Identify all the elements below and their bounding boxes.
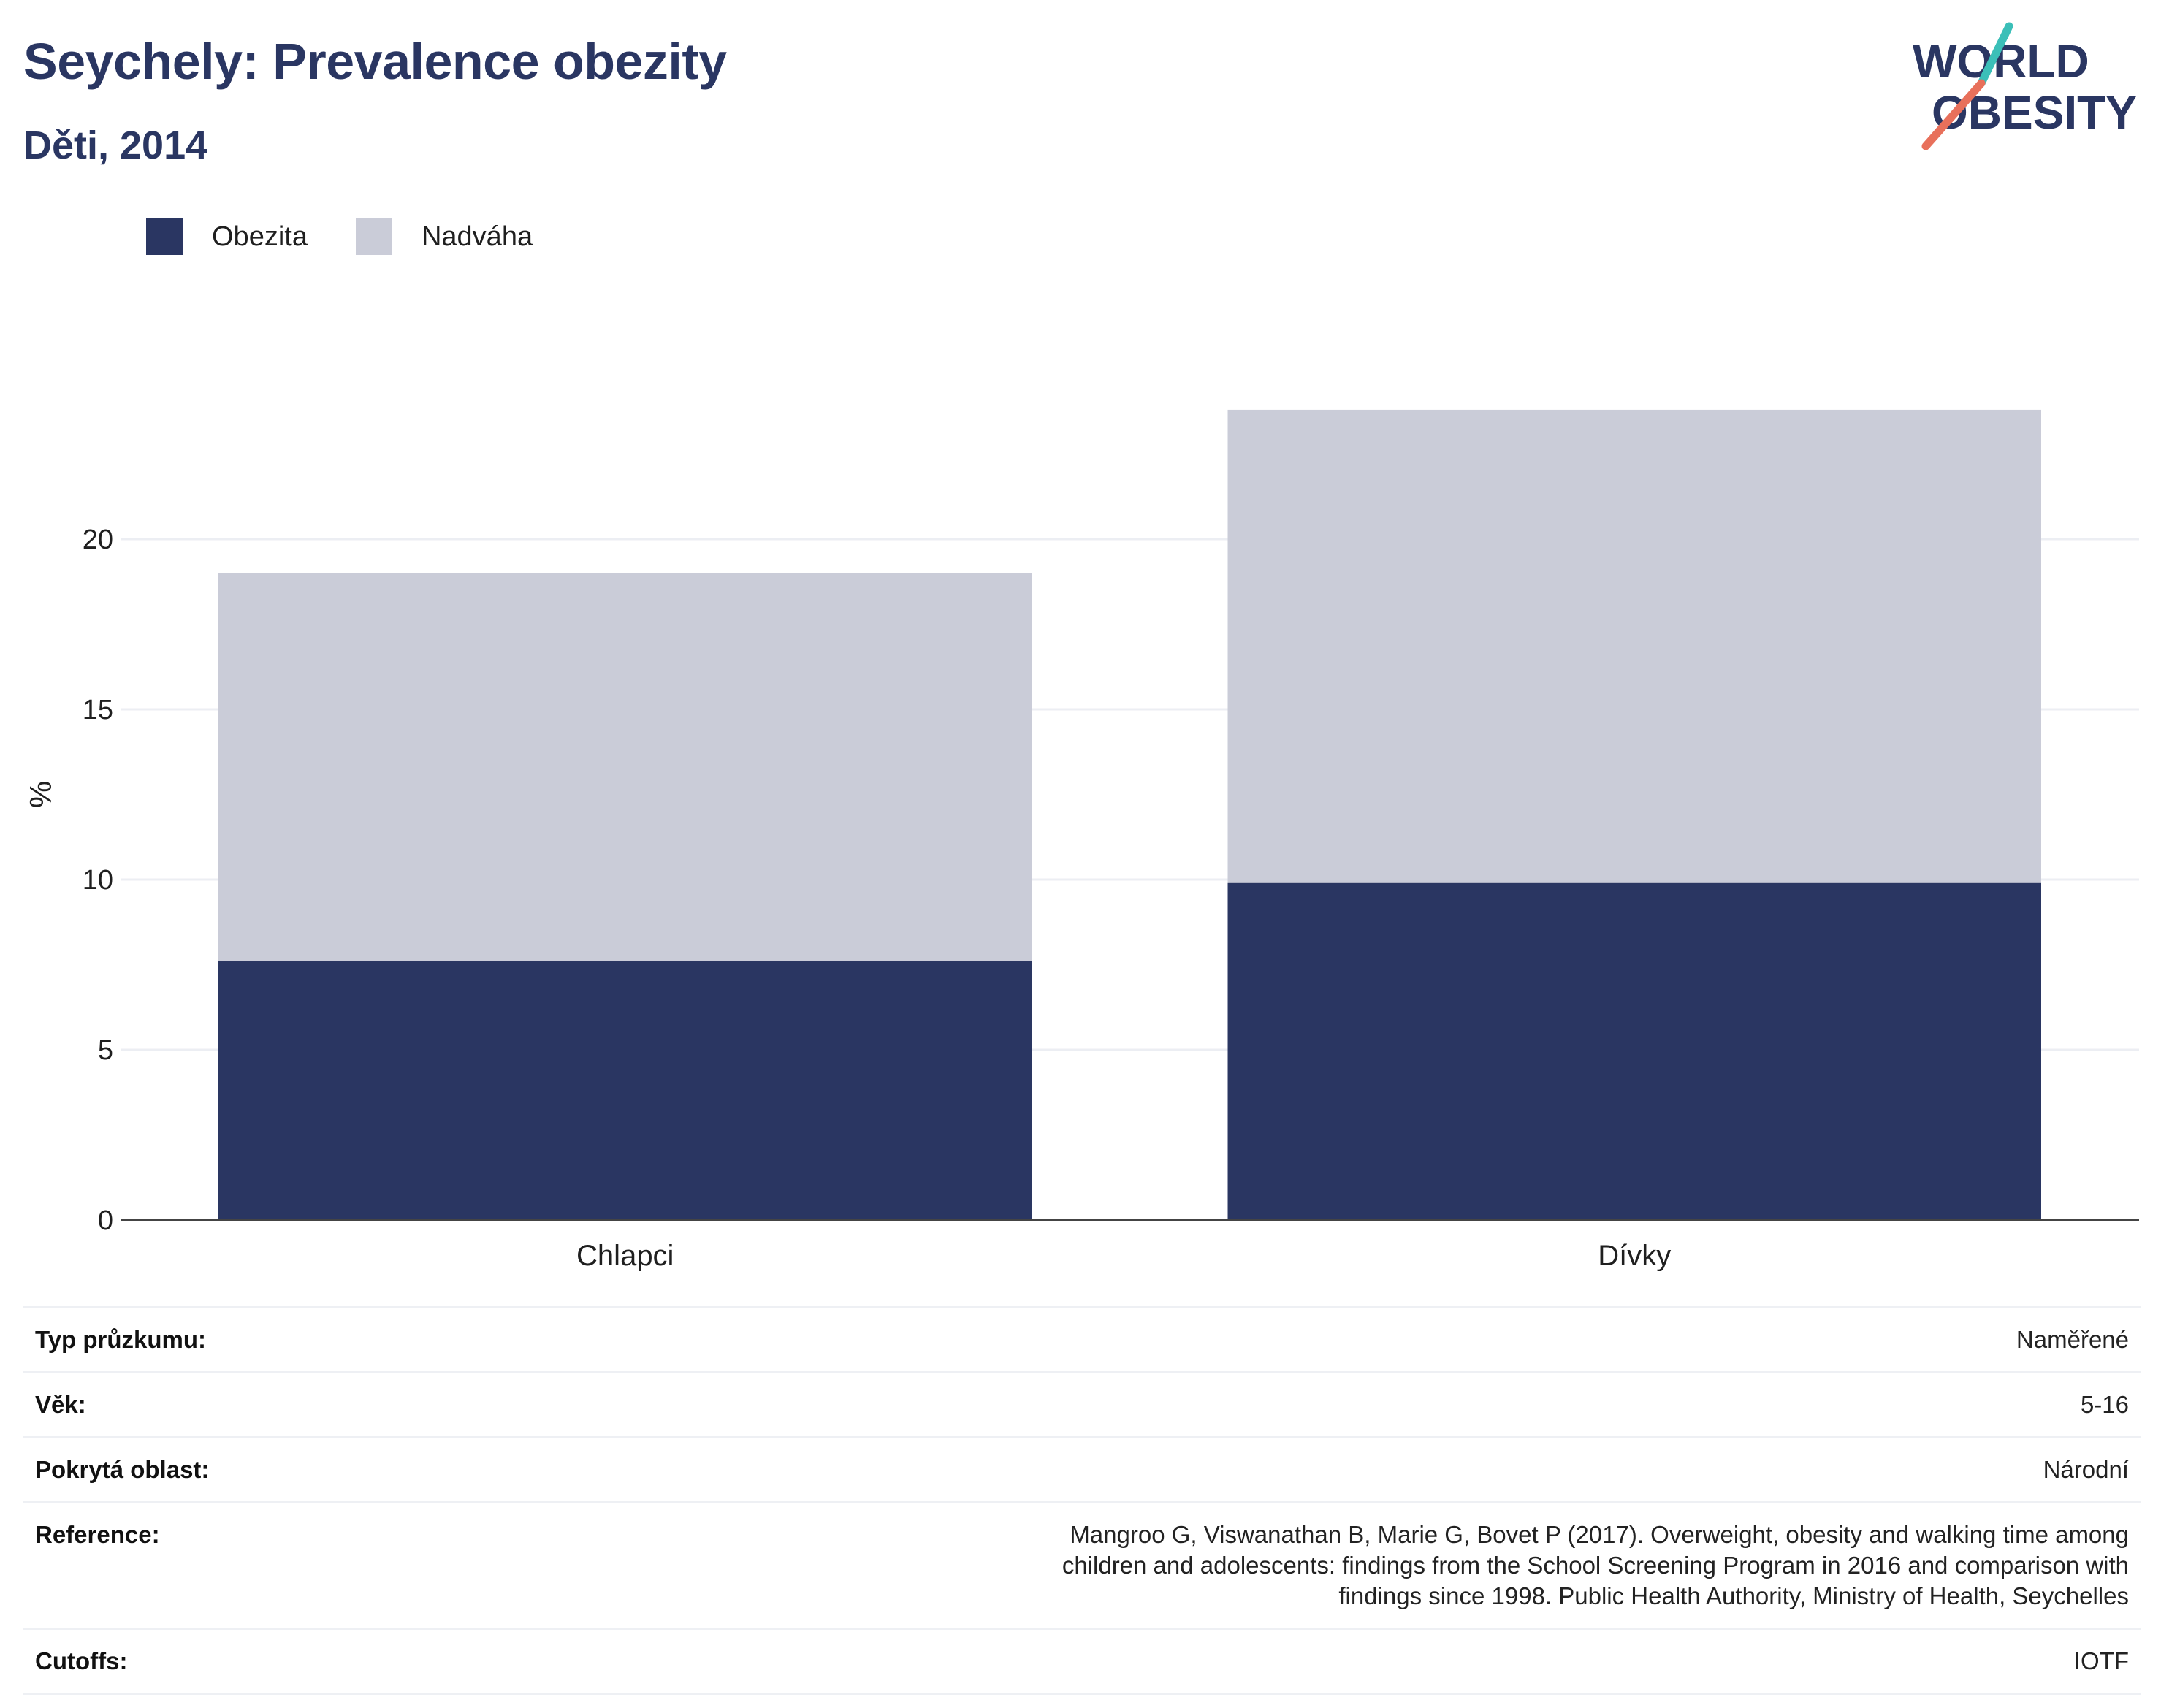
info-label: Pokrytá oblast: [35,1456,210,1483]
world-obesity-logo: WORLD OBESITY [1913,22,2137,150]
legend-label-nadvaha: Nadváha [421,221,533,252]
info-label: Věk: [35,1391,86,1418]
legend-swatch-nadvaha [355,218,392,255]
y-axis-label: % [23,781,58,808]
chart-title: Seychely: Prevalence obezity [23,33,727,90]
info-row-reference: Reference: Mangroo G, Viswanathan B, Mar… [23,1502,2141,1629]
y-tick-label: 5 [98,1035,113,1066]
y-tick-label: 10 [83,865,113,896]
x-tick-label: Dívky [1598,1240,1671,1271]
svg-text:OBESITY: OBESITY [1932,86,2137,139]
info-label: Reference: [35,1521,160,1548]
info-value-reference: Mangroo G, Viswanathan B, Marie G, Bovet… [1062,1521,2129,1609]
bar-obezita-divky [1227,882,2041,1220]
info-value: IOTF [2073,1647,2129,1674]
y-tick-label: 15 [83,695,113,725]
legend-item-obezita[interactable]: Obezita [146,218,308,255]
info-value: 5-16 [2080,1391,2129,1418]
info-row-area: Pokrytá oblast: Národní [23,1437,2141,1503]
bar-nadvaha-chlapci [218,573,1032,961]
legend-item-nadvaha[interactable]: Nadváha [355,218,533,255]
info-value: Naměřené [2016,1326,2129,1353]
info-label: Cutoffs: [35,1647,128,1674]
survey-info-table: Typ průzkumu: Naměřené Věk: 5-16 Pokrytá… [23,1306,2141,1695]
stacked-bar-chart: 0 5 10 15 20% Chlapci Dívky [23,409,2139,1271]
y-tick-label: 20 [83,525,113,555]
bar-obezita-chlapci [218,961,1032,1220]
info-row-age: Věk: 5-16 [23,1372,2141,1438]
info-label: Typ průzkumu: [35,1326,207,1353]
info-row-survey-type: Typ průzkumu: Naměřené [23,1307,2141,1373]
bar-nadvaha-divky [1227,409,2041,883]
chart-legend: Obezita Nadváha [146,216,581,257]
info-row-cutoffs: Cutoffs: IOTF [23,1628,2141,1694]
x-tick-label: Chlapci [576,1240,674,1271]
info-value: Národní [2043,1456,2129,1483]
legend-swatch-obezita [146,218,183,255]
y-tick-label: 0 [98,1205,113,1236]
legend-label-obezita: Obezita [212,221,308,252]
chart-subtitle: Děti, 2014 [23,123,208,167]
